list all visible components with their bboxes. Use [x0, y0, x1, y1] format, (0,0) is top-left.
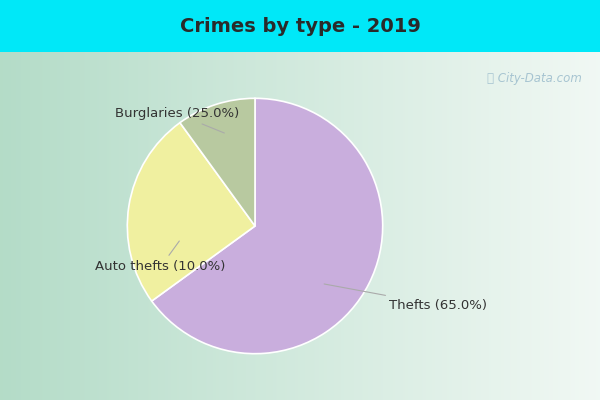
Text: Crimes by type - 2019: Crimes by type - 2019: [179, 16, 421, 36]
Wedge shape: [127, 123, 255, 301]
Wedge shape: [152, 98, 383, 354]
Text: Thefts (65.0%): Thefts (65.0%): [324, 284, 487, 312]
Text: Burglaries (25.0%): Burglaries (25.0%): [115, 107, 239, 133]
Text: ⓘ City-Data.com: ⓘ City-Data.com: [487, 72, 582, 85]
Wedge shape: [180, 98, 255, 226]
Text: Auto thefts (10.0%): Auto thefts (10.0%): [95, 241, 226, 273]
